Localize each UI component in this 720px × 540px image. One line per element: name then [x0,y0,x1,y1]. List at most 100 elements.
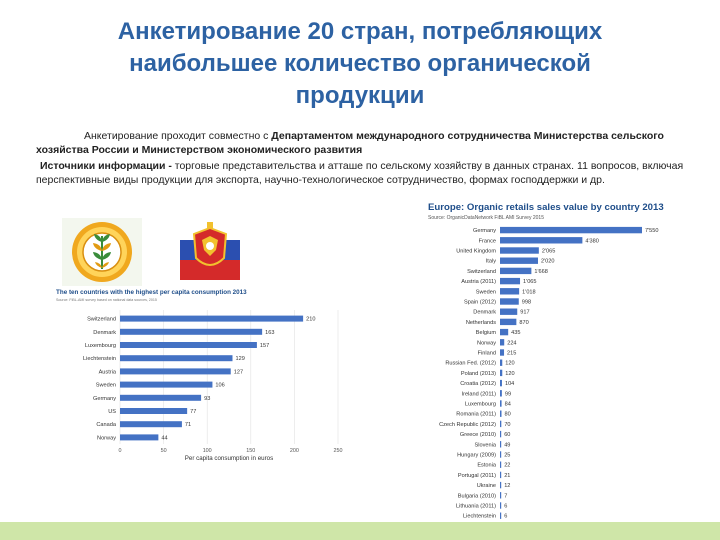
right-category-label: Finland [478,351,496,357]
right-category-label: Switzerland [467,269,496,275]
right-category-label: Liechtenstein [463,514,496,520]
decorative-bottom-band [0,522,720,540]
right-category-label: Luxembourg [465,402,496,408]
right-bar [500,226,642,234]
right-category-label: Netherlands [466,320,496,326]
right-value-label: 104 [505,381,514,387]
para2-text: торговые представительства и атташе по с… [36,160,684,186]
right-bar [500,318,517,326]
para2-bold: Источники информации - [40,160,175,172]
right-bar [500,247,539,254]
left-category-label: Sweden [96,383,116,389]
right-bar [500,492,502,499]
right-bar [500,288,520,295]
left-chart-source: Source: FiBL-AMI survey based on nationa… [56,298,157,302]
left-value-label: 127 [234,369,243,375]
right-category-label: United Kingdom [456,249,496,255]
left-category-label: Denmark [93,330,116,336]
right-bar [500,461,502,468]
left-x-tick-label: 150 [246,448,255,454]
right-value-label: 21 [504,473,510,479]
right-value-label: 80 [505,412,511,418]
right-category-label: Belgium [476,330,497,336]
left-value-label: 129 [235,356,244,362]
left-category-label: Switzerland [87,317,116,323]
right-value-label: 224 [507,340,516,346]
right-bar [500,277,521,285]
right-bar [500,379,502,387]
right-bar [500,359,503,366]
right-category-label: Greece (2010) [460,432,496,438]
title-line-1: Анкетирование 20 стран, потребляющих [117,18,603,45]
right-category-label: Slovenia [475,442,497,448]
left-category-label: Luxembourg [85,343,116,349]
left-bar [120,434,159,441]
right-bar [500,298,519,305]
title-line-2: наибольшее количество органической [129,50,591,77]
left-bar [120,315,304,322]
right-value-label: 7 [504,493,507,499]
right-category-label: Norway [477,340,496,346]
right-category-label: Portugal (2011) [458,473,496,479]
right-category-label: Sweden [476,289,496,295]
left-x-axis-label: Per capita consumption in euros [185,455,273,462]
right-bar [500,390,502,397]
slide-title: Анкетирование 20 стран, потребляющих наи… [40,16,680,112]
right-bar [500,430,502,438]
right-value-label: 60 [504,432,510,438]
right-value-label: 12 [504,483,510,489]
right-bar [500,502,502,509]
right-value-label: 6 [504,514,507,520]
right-bar [500,471,502,479]
right-category-label: Bulgaria (2010) [458,493,496,499]
right-chart-subtitle: Source: OrganicDataNetwork FiBL AMI Surv… [428,215,544,221]
wheat-emblem-icon [62,218,142,286]
left-value-label: 157 [260,343,269,349]
left-bar [120,421,182,428]
paragraph-sources: Источники информации - торговые представ… [36,160,696,187]
right-bar [500,308,518,315]
para1-bold: Департаментом международного сотрудничес… [36,130,664,156]
left-value-label: 44 [161,435,167,441]
right-category-label: Italy [486,259,496,265]
right-category-label: Romania (2011) [456,412,496,418]
right-value-label: 120 [505,371,514,377]
right-value-label: 1'065 [523,279,537,285]
right-value-label: 2'065 [542,249,556,255]
right-category-label: Croatia (2012) [460,381,496,387]
left-chart-title: The ten countries with the highest per c… [56,289,247,296]
right-category-label: Austria (2011) [461,279,496,285]
right-bar [500,349,505,356]
right-bar [500,420,502,428]
left-bar [120,408,188,414]
right-category-label: Ukraine [477,483,496,489]
left-category-label: Liechtenstein [83,356,116,362]
left-bar [120,368,231,375]
right-value-label: 84 [505,402,511,408]
right-category-label: Hungary (2009) [457,453,496,459]
right-value-label: 25 [504,453,510,459]
right-value-label: 917 [520,310,529,316]
right-value-label: 7'550 [645,228,659,234]
right-value-label: 998 [522,300,531,306]
right-value-label: 6 [504,504,507,510]
right-bar [500,481,502,489]
right-value-label: 49 [504,442,510,448]
left-bar [120,381,213,388]
right-bar [500,257,538,264]
right-bar [500,267,532,275]
right-value-label: 99 [505,391,511,397]
right-chart-title: Europe: Organic retails sales value by c… [428,202,664,213]
left-category-label: Germany [93,396,116,402]
left-category-label: Austria [99,369,117,375]
left-category-label: Canada [96,422,116,428]
right-value-label: 2'020 [541,259,555,265]
left-value-label: 210 [306,317,315,323]
right-bar [500,339,505,346]
left-value-label: 106 [215,383,224,389]
paragraph-survey: Анкетирование проходит совместно с Депар… [36,130,696,157]
right-value-label: 870 [519,320,528,326]
left-x-tick-label: 100 [203,448,212,454]
left-x-tick-label: 0 [119,448,122,454]
left-category-label: US [108,409,116,415]
